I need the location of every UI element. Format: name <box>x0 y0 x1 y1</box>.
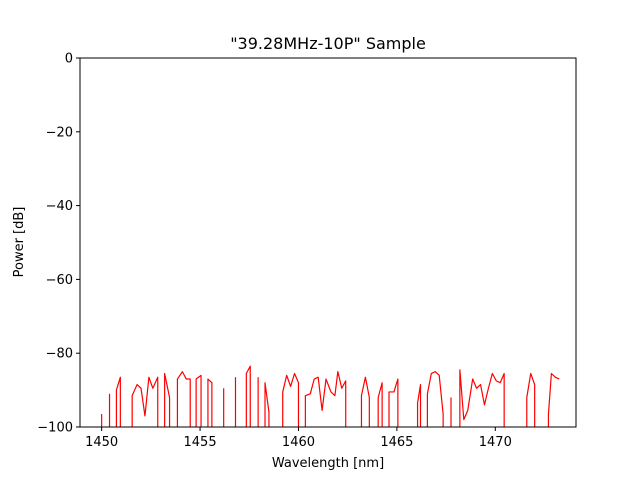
series-layer <box>101 365 560 427</box>
series-line-segment <box>282 372 300 427</box>
x-axis: 1450 1455 1460 1465 1470 <box>85 427 512 450</box>
series-line-segment <box>388 378 399 427</box>
y-tick-label: −60 <box>46 273 73 288</box>
x-axis-label: Wavelength [nm] <box>272 456 384 471</box>
series-line-segment <box>547 372 560 427</box>
power-series <box>101 365 560 427</box>
chart-title: "39.28MHz-10P" Sample <box>230 34 426 53</box>
series-line-segment <box>195 374 202 427</box>
y-tick-label: −80 <box>46 347 73 362</box>
y-tick-label: −100 <box>37 421 73 436</box>
y-tick-label: −20 <box>46 125 73 140</box>
y-axis: 0 −20 −40 −60 −80 −100 <box>37 52 80 436</box>
x-tick-label: 1455 <box>184 435 217 450</box>
series-line-segment <box>115 376 121 427</box>
plot-background <box>80 58 576 427</box>
series-line-segment <box>459 369 505 427</box>
series-line-segment <box>377 382 383 427</box>
x-tick-label: 1450 <box>85 435 118 450</box>
x-tick-label: 1465 <box>380 435 413 450</box>
series-line-segment <box>360 376 370 427</box>
y-axis-label: Power [dB] <box>12 207 27 278</box>
x-tick-label: 1470 <box>479 435 512 450</box>
series-line-segment <box>131 376 159 427</box>
x-tick-label: 1460 <box>282 435 315 450</box>
plot-area <box>79 57 577 428</box>
series-line-segment <box>164 372 171 427</box>
series-line-segment <box>245 365 251 427</box>
series-line-segment <box>264 382 270 427</box>
series-line-segment <box>304 371 347 427</box>
y-tick-label: −40 <box>46 199 73 214</box>
series-line-segment <box>416 383 422 427</box>
plot-frame <box>79 57 577 428</box>
series-line-segment <box>176 371 191 427</box>
series-line-segment <box>426 371 444 427</box>
series-line-segment <box>526 372 536 427</box>
series-line-segment <box>207 378 213 427</box>
y-tick-label: 0 <box>65 52 73 67</box>
